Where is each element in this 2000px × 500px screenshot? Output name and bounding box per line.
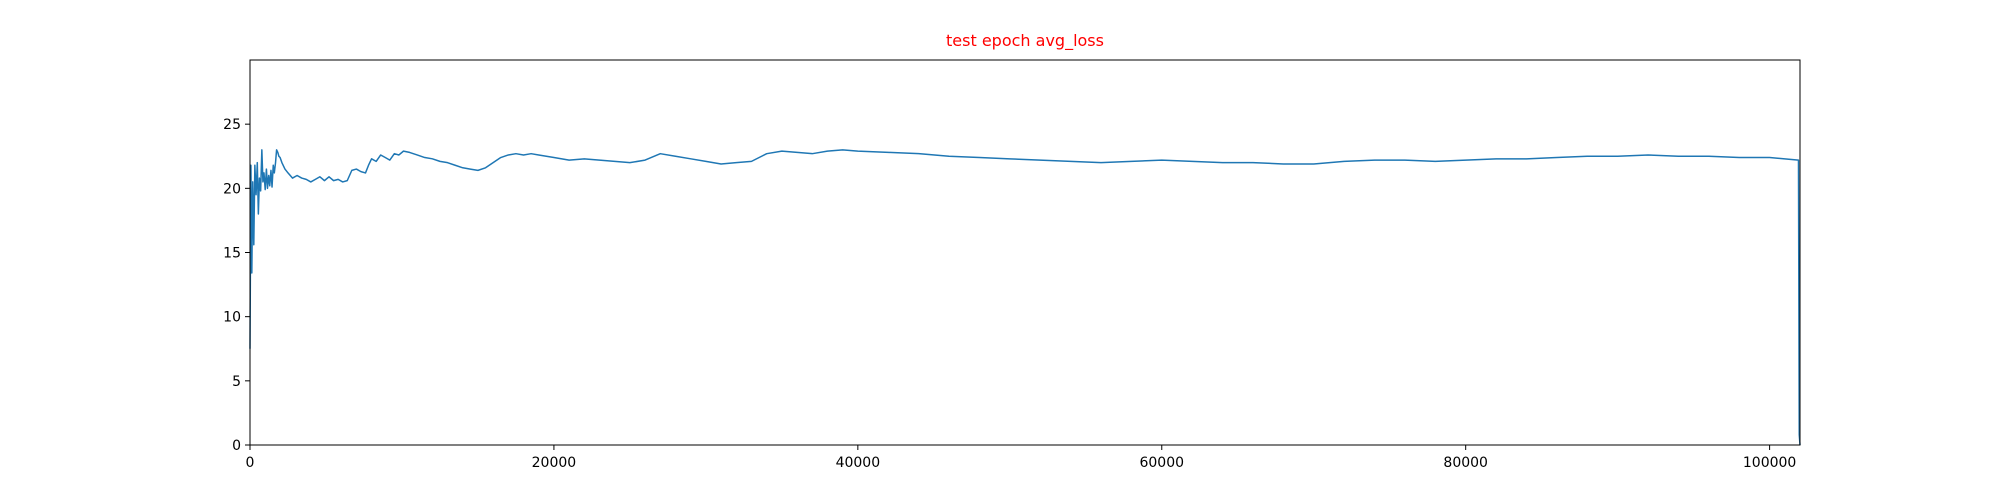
- x-tick-label: 100000: [1743, 455, 1796, 471]
- plot-area: [249, 149, 1801, 446]
- series-line-0: [249, 149, 1801, 446]
- axes: 0 20000 40000 60000 80000 100000 0 5 10 15 20 25: [223, 59, 1801, 471]
- y-tick-label: 0: [232, 438, 241, 454]
- y-tick-label: 10: [223, 310, 241, 326]
- x-tick-label: 20000: [532, 455, 577, 471]
- x-tick-label: 80000: [1443, 455, 1488, 471]
- axes-frame: [249, 59, 1801, 446]
- y-tick-label: 25: [223, 117, 241, 133]
- y-tick-label: 20: [223, 181, 241, 197]
- x-tick-label: 60000: [1139, 455, 1184, 471]
- x-tick-label: 40000: [836, 455, 881, 471]
- y-tick-label: 15: [223, 246, 241, 262]
- chart-title: test epoch avg_loss: [946, 31, 1104, 51]
- x-tick-label: 0: [246, 455, 255, 471]
- y-tick-label: 5: [232, 374, 241, 390]
